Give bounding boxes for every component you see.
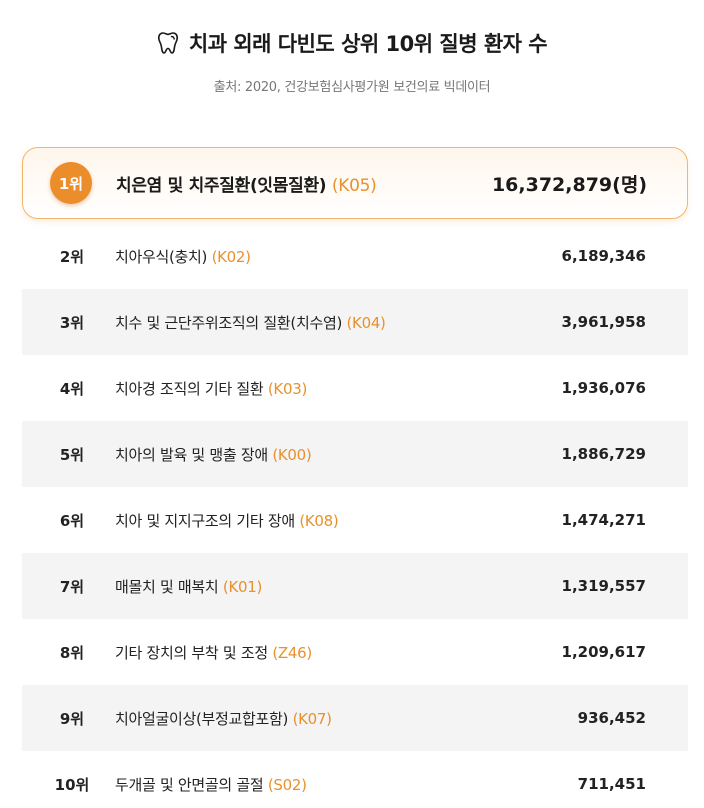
list-item: 10위 두개골 및 안면골의 골절 (S02) 711,451 (22, 751, 688, 808)
rank-label: 10위 (54, 775, 90, 794)
rank-label: 3위 (59, 313, 85, 332)
disease-name: 치은염 및 치주질환(잇몸질환) (K05) (116, 171, 377, 196)
disease-name: 치수 및 근단주위조직의 질환(치수염) (K04) (115, 312, 386, 333)
patient-count: 1,886,729 (561, 445, 646, 463)
disease-code: (Z46) (272, 643, 312, 662)
rank-badge: 1위 (50, 162, 92, 204)
disease-code: (K00) (272, 445, 312, 464)
disease-label: 치아경 조직의 기타 질환 (115, 379, 264, 398)
title-row: 치과 외래 다빈도 상위 10위 질병 환자 수 (0, 28, 704, 58)
rank-label: 8위 (59, 643, 85, 662)
list-item: 8위 기타 장치의 부착 및 조정 (Z46) 1,209,617 (22, 619, 688, 685)
disease-label: 치아 및 지지구조의 기타 장애 (115, 511, 295, 530)
disease-name: 기타 장치의 부착 및 조정 (Z46) (115, 642, 312, 663)
list-item: 4위 치아경 조직의 기타 질환 (K03) 1,936,076 (22, 355, 688, 421)
ranking-list: 1위 치은염 및 치주질환(잇몸질환) (K05) 16,372,879(명) … (22, 147, 688, 808)
disease-code: (S02) (267, 775, 307, 794)
disease-name: 치아의 발육 및 맹출 장애 (K00) (115, 444, 312, 465)
patient-count: 711,451 (577, 775, 646, 793)
disease-label: 매몰치 및 매복치 (115, 577, 219, 596)
patient-count: 1,936,076 (561, 379, 646, 397)
tooth-icon (157, 31, 179, 55)
disease-code: (K05) (331, 175, 377, 196)
list-item-top: 1위 치은염 및 치주질환(잇몸질환) (K05) 16,372,879(명) (22, 147, 688, 219)
disease-code: (K02) (211, 247, 251, 266)
disease-code: (K03) (267, 379, 308, 398)
disease-name: 치아 및 지지구조의 기타 장애 (K08) (115, 510, 339, 531)
list-item: 2위 치아우식(충치) (K02) 6,189,346 (22, 223, 688, 289)
rank-label: 4위 (59, 379, 85, 398)
disease-code: (K04) (346, 313, 386, 332)
disease-name: 매몰치 및 매복치 (K01) (115, 576, 262, 597)
disease-code: (K08) (299, 511, 339, 530)
disease-label: 치아얼굴이상(부정교합포함) (115, 709, 289, 728)
list-item: 7위 매몰치 및 매복치 (K01) 1,319,557 (22, 553, 688, 619)
disease-code: (K01) (222, 577, 263, 596)
disease-label: 치수 및 근단주위조직의 질환(치수염) (115, 313, 343, 332)
disease-name: 치아우식(충치) (K02) (115, 246, 251, 267)
disease-label: 치은염 및 치주질환(잇몸질환) (116, 175, 327, 196)
patient-count: 3,961,958 (561, 313, 646, 331)
list-item: 6위 치아 및 지지구조의 기타 장애 (K08) 1,474,271 (22, 487, 688, 553)
list-item: 3위 치수 및 근단주위조직의 질환(치수염) (K04) 3,961,958 (22, 289, 688, 355)
rank-label: 2위 (59, 247, 85, 266)
rank-label: 7위 (59, 577, 85, 596)
patient-count: 1,319,557 (561, 577, 646, 595)
patient-count: 1,209,617 (561, 643, 646, 661)
patient-count: 6,189,346 (561, 247, 646, 265)
disease-code: (K07) (292, 709, 332, 728)
page-title: 치과 외래 다빈도 상위 10위 질병 환자 수 (188, 32, 548, 56)
disease-name: 치아경 조직의 기타 질환 (K03) (115, 378, 307, 399)
disease-label: 치아의 발육 및 맹출 장애 (115, 445, 268, 464)
list-item: 5위 치아의 발육 및 맹출 장애 (K00) 1,886,729 (22, 421, 688, 487)
patient-count: 936,452 (577, 709, 646, 727)
patient-count: 16,372,879(명) (491, 173, 647, 196)
source-text: 출처: 2020, 건강보험심사평가원 보건의료 빅데이터 (213, 80, 491, 95)
disease-label: 치아우식(충치) (115, 247, 208, 266)
rank-label: 9위 (59, 709, 85, 728)
list-item: 9위 치아얼굴이상(부정교합포함) (K07) 936,452 (22, 685, 688, 751)
disease-label: 두개골 및 안면골의 골절 (115, 775, 264, 794)
rank-label: 6위 (59, 511, 85, 530)
disease-name: 치아얼굴이상(부정교합포함) (K07) (115, 708, 332, 729)
rank-label: 5위 (59, 445, 85, 464)
disease-name: 두개골 및 안면골의 골절 (S02) (115, 774, 307, 795)
disease-label: 기타 장치의 부착 및 조정 (115, 643, 268, 662)
patient-count: 1,474,271 (561, 511, 646, 529)
